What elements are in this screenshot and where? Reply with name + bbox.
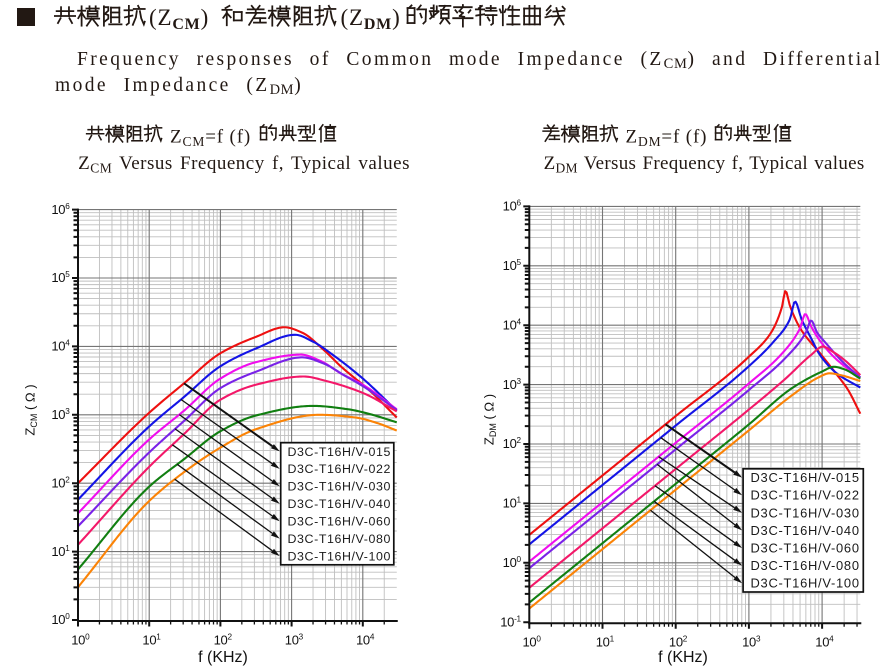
- svg-text:D3C-T16H/V-040: D3C-T16H/V-040: [751, 523, 860, 538]
- svg-text:D3C-T16H/V-015: D3C-T16H/V-015: [288, 445, 391, 459]
- svg-text:D3C-T16H/V-030: D3C-T16H/V-030: [288, 480, 391, 494]
- svg-text:D3C-T16H/V-100: D3C-T16H/V-100: [288, 549, 391, 563]
- svg-text:D3C-T16H/V-060: D3C-T16H/V-060: [751, 541, 860, 556]
- svg-text:ZDM Versus Frequency f, Typica: ZDM Versus Frequency f, Typical values: [544, 153, 865, 176]
- svg-text:ZDM=f (f): ZDM=f (f): [626, 127, 708, 150]
- svg-text:ZCM Versus Frequency f, Typica: ZCM Versus Frequency f, Typical values: [78, 153, 410, 176]
- svg-text:D3C-T16H/V-015: D3C-T16H/V-015: [751, 470, 860, 485]
- svg-text:D3C-T16H/V-022: D3C-T16H/V-022: [288, 462, 391, 476]
- svg-text:D3C-T16H/V-030: D3C-T16H/V-030: [751, 505, 860, 520]
- svg-text:D3C-T16H/V-080: D3C-T16H/V-080: [751, 558, 860, 573]
- svg-text:f (KHz): f (KHz): [658, 649, 708, 666]
- svg-text:f (KHz): f (KHz): [198, 649, 248, 666]
- svg-text:D3C-T16H/V-022: D3C-T16H/V-022: [751, 488, 860, 503]
- svg-text:D3C-T16H/V-100: D3C-T16H/V-100: [751, 576, 860, 591]
- svg-text:D3C-T16H/V-080: D3C-T16H/V-080: [288, 532, 391, 546]
- svg-text:D3C-T16H/V-060: D3C-T16H/V-060: [288, 515, 391, 529]
- svg-text:D3C-T16H/V-040: D3C-T16H/V-040: [288, 497, 391, 511]
- svg-text:ZCM=f (f): ZCM=f (f): [170, 127, 251, 150]
- svg-text:ZDM ( Ω ): ZDM ( Ω ): [482, 394, 499, 445]
- svg-text:ZCM ( Ω ): ZCM ( Ω ): [23, 384, 40, 435]
